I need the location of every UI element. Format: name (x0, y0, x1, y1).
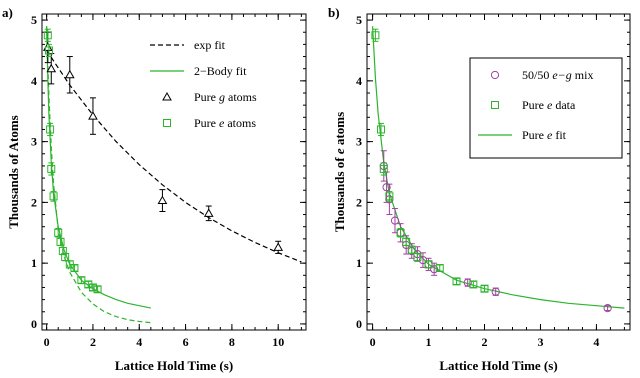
legend-label: 50/50 e−g mix (522, 68, 593, 82)
y-tick-label: 3 (31, 135, 37, 149)
square-marker (402, 237, 411, 246)
y-tick-label: 0 (356, 317, 362, 331)
y-tick-label: 2 (356, 195, 362, 209)
legend-entry: Pure g atoms (162, 90, 257, 104)
legend-box (469, 57, 623, 159)
panel-label: b) (328, 5, 340, 20)
square-marker (452, 277, 461, 286)
square-marker (56, 237, 65, 246)
legend-label: Pure e fit (522, 128, 567, 142)
x-tick-label: 2 (482, 335, 488, 349)
square-marker (49, 192, 58, 201)
square-marker (480, 284, 489, 293)
legend-entry: Pure e fit (478, 128, 567, 142)
square-marker (43, 31, 52, 40)
plot-area (371, 26, 625, 313)
square-marker (44, 46, 53, 55)
legend-label: exp fit (194, 38, 226, 52)
x-tick-label: 10 (272, 335, 284, 349)
y-tick-label: 1 (31, 256, 37, 270)
x-axis-label: Lattice Hold Time (s) (439, 358, 557, 373)
legend-label: Pure e data (522, 98, 576, 112)
square-marker (61, 253, 70, 262)
triangle-marker (64, 69, 75, 79)
square-marker (376, 125, 385, 134)
square-marker (491, 101, 499, 109)
y-axis-label: Thousands of e atoms (332, 112, 347, 232)
square-marker (58, 247, 67, 255)
legend-entry: 2−Body fit (150, 64, 247, 78)
legend-label: 2−Body fit (194, 64, 247, 78)
square-marker (413, 253, 422, 262)
legend: 50/50 e−g mix Pure e data Pure e fit (469, 57, 623, 159)
x-tick-label: 8 (229, 335, 235, 349)
panel-a: 0 2 4 6 8 10 0 1 2 3 4 5 Lattice Hold Time (s) Thousa… (2, 5, 307, 373)
square-marker (396, 228, 405, 237)
legend: exp fit 2−Body fit Pure g atoms Pure e atom… (150, 38, 257, 130)
triangle-marker (157, 195, 168, 205)
legend-entry: 50/50 e−g mix (490, 68, 593, 82)
x-tick-label: 0 (370, 335, 376, 349)
triangle-marker (273, 242, 284, 251)
square-marker (407, 245, 416, 254)
triangle-marker (162, 91, 172, 101)
legend-entry: Pure e atoms (163, 116, 256, 130)
x-tick-label: 1 (426, 335, 432, 349)
y-tick-label: 1 (356, 256, 362, 270)
panel-label: a) (2, 5, 13, 20)
x-tick-label: 3 (537, 335, 543, 349)
dashed-fit-line (46, 26, 151, 324)
circle-marker (491, 287, 500, 296)
exp-fit-line (46, 50, 302, 263)
circle-marker (490, 70, 500, 80)
y-tick-label: 3 (356, 135, 362, 149)
legend-label: Pure e atoms (194, 116, 256, 130)
circle-marker (390, 216, 400, 225)
circle-marker (603, 304, 612, 313)
2-body-fit-line (46, 26, 151, 309)
y-tick-label: 4 (31, 74, 37, 88)
circle-marker (463, 278, 472, 287)
triangle-marker (203, 208, 214, 217)
y-tick-label: 5 (356, 13, 362, 27)
square-marker (469, 280, 478, 289)
square-marker (46, 125, 55, 134)
square-marker (88, 283, 97, 292)
square-marker (47, 164, 56, 173)
x-axis-label: Lattice Hold Time (s) (115, 358, 233, 373)
triangle-marker (46, 63, 57, 73)
legend-entry: Pure e data (491, 98, 576, 112)
plot-area (42, 26, 302, 324)
y-tick-label: 2 (31, 195, 37, 209)
square-marker (93, 285, 102, 294)
circle-marker (382, 183, 391, 192)
x-tick-label: 0 (44, 335, 50, 349)
x-tick-label: 6 (183, 335, 189, 349)
square-marker (77, 276, 86, 285)
y-tick-label: 5 (31, 13, 37, 27)
x-tick-label: 2 (90, 335, 96, 349)
triangle-marker (88, 111, 98, 120)
x-tick-label: 4 (136, 335, 142, 349)
legend-label: Pure g atoms (194, 90, 257, 104)
panel-b: 0 1 2 3 4 0 1 2 3 4 5 Lattice Hold Time (s) Thousand… (328, 5, 631, 373)
square-marker (379, 164, 388, 173)
circle-marker (430, 265, 439, 274)
square-marker (385, 192, 394, 201)
square-marker (163, 119, 171, 127)
square-marker (435, 264, 444, 273)
legend-entry: exp fit (150, 38, 226, 52)
square-marker (424, 260, 433, 269)
y-tick-label: 0 (31, 317, 37, 331)
y-tick-label: 4 (356, 74, 362, 88)
square-marker (70, 264, 79, 273)
x-tick-label: 4 (593, 335, 599, 349)
square-marker (54, 228, 63, 237)
y-axis-label: Thousands of Atoms (6, 115, 21, 228)
square-marker (371, 31, 380, 40)
